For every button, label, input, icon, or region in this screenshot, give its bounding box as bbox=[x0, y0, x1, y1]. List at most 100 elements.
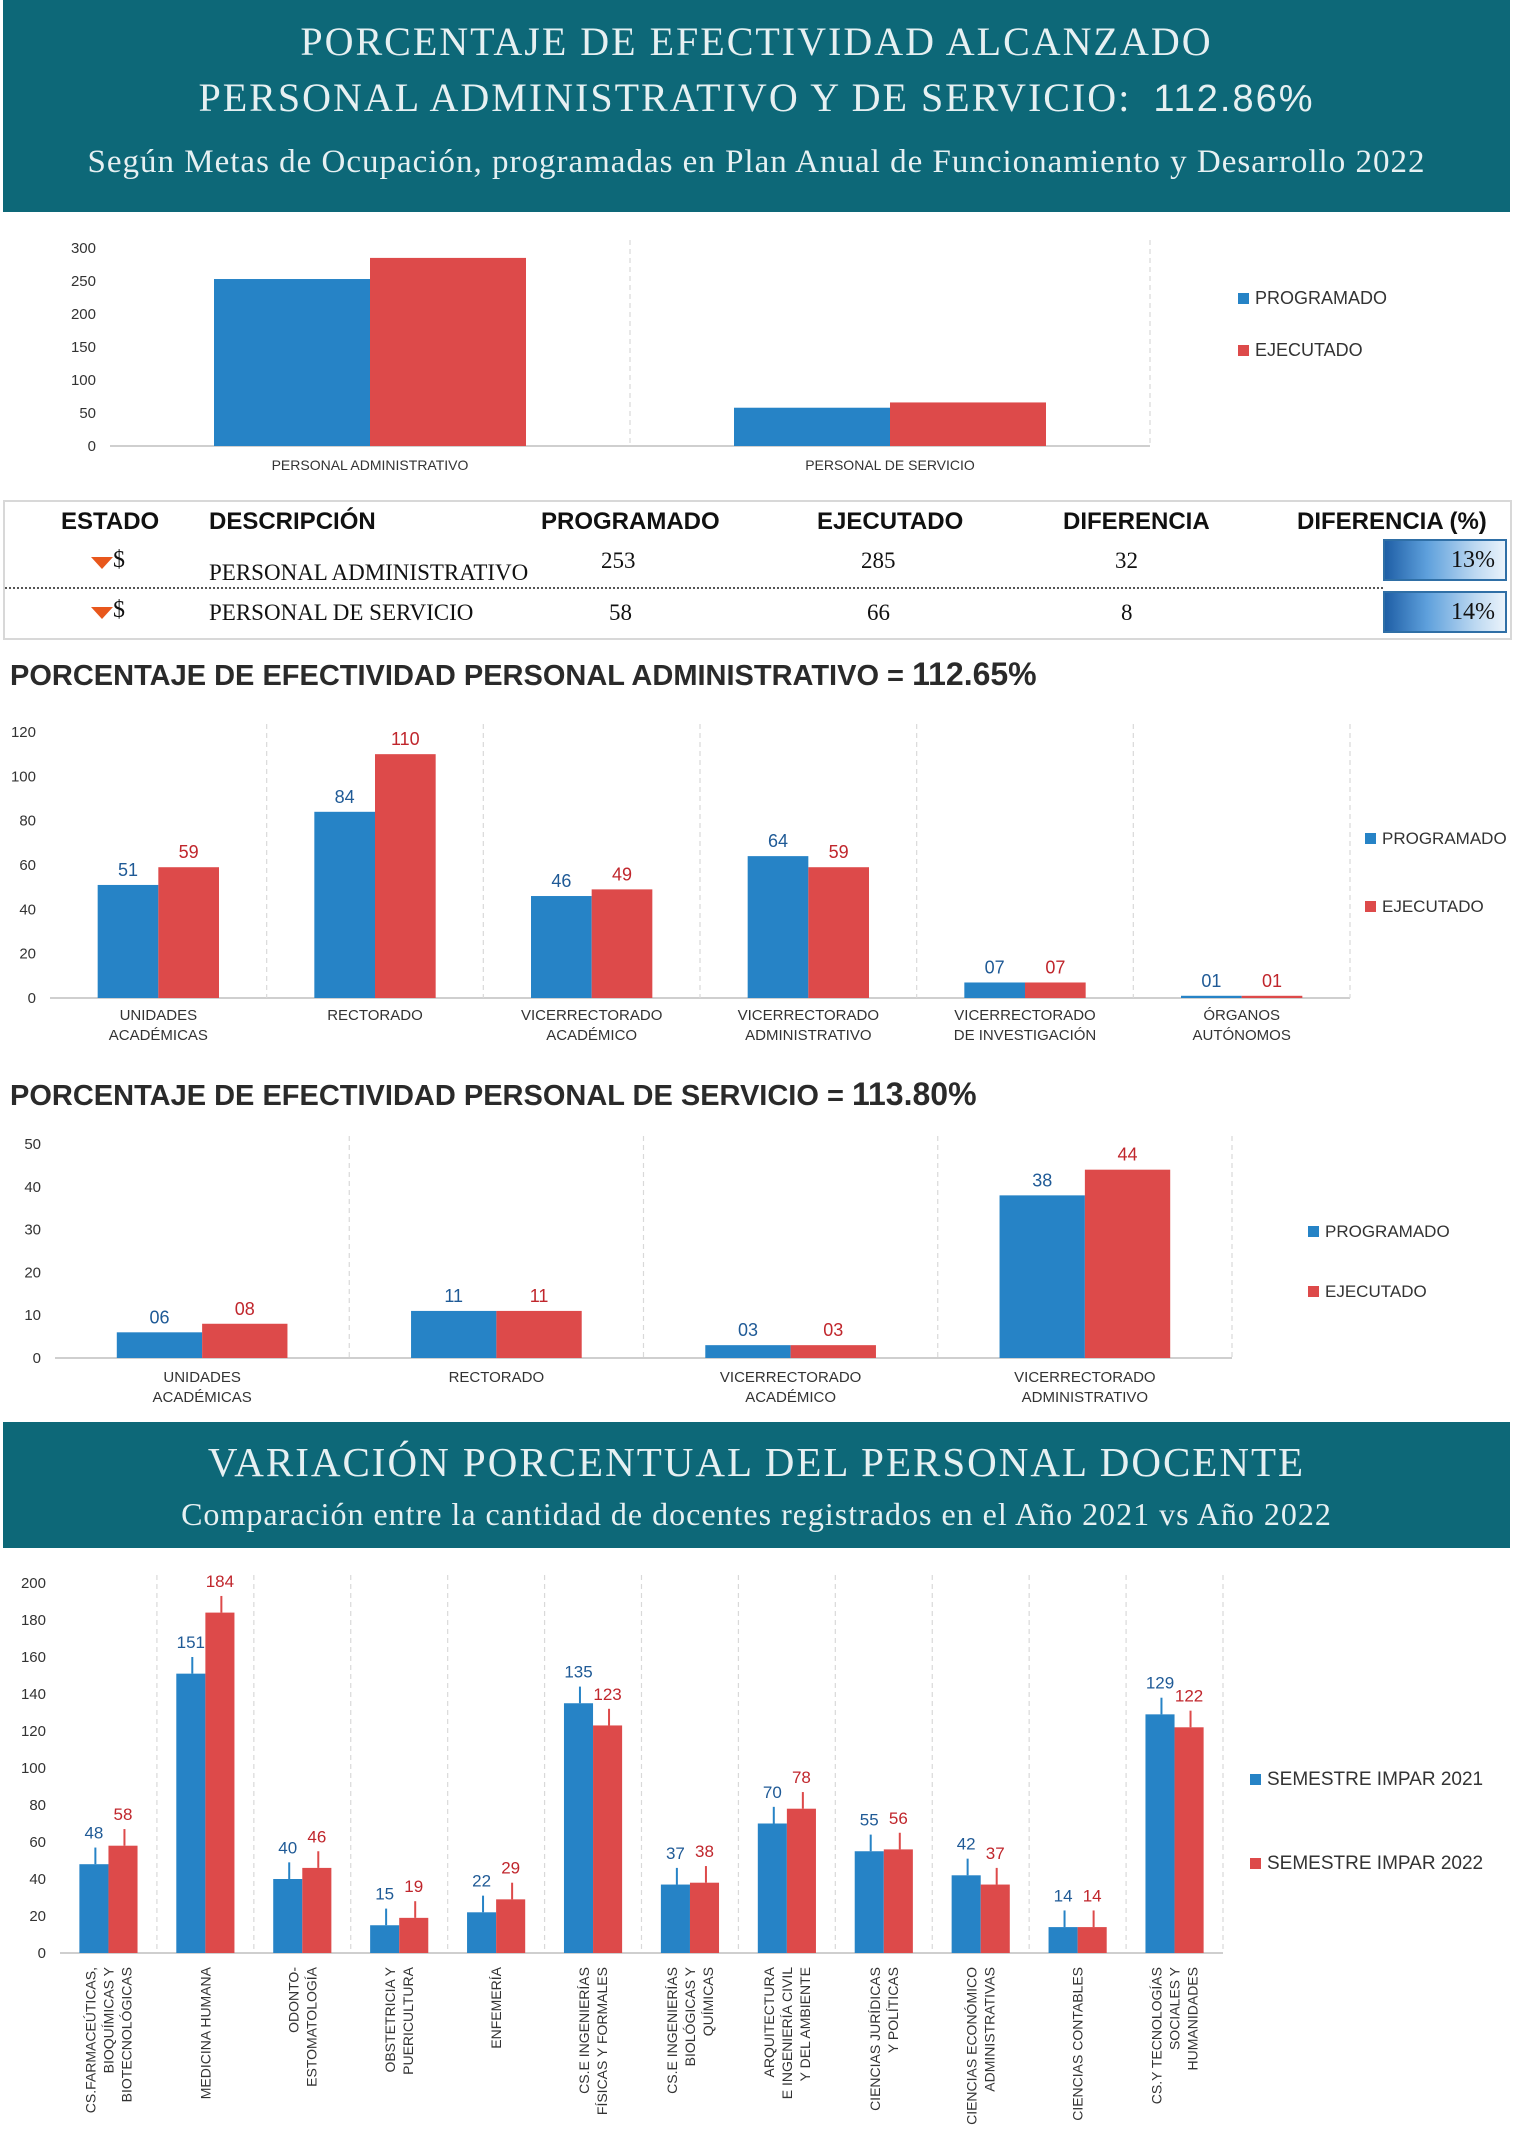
bar-series2 bbox=[883, 1849, 913, 1953]
data-label: 59 bbox=[829, 842, 849, 862]
data-label: 51 bbox=[118, 860, 138, 880]
y-tick-label: 60 bbox=[19, 857, 36, 874]
bar-series1 bbox=[1181, 995, 1242, 998]
section-title-admin-text: PORCENTAJE DE EFECTIVIDAD PERSONAL ADMIN… bbox=[10, 660, 904, 692]
data-label: 03 bbox=[823, 1320, 843, 1340]
category-label: Y POLÍTICAS bbox=[885, 1967, 901, 2053]
y-tick-label: 10 bbox=[24, 1307, 41, 1324]
category-label: ODONTO- bbox=[285, 1967, 301, 2033]
data-label: 55 bbox=[860, 1811, 879, 1830]
banner-total-percentage: 112.86% bbox=[1153, 78, 1315, 120]
data-label: 110 bbox=[391, 729, 420, 749]
section-title-service-text: PORCENTAJE DE EFECTIVIDAD PERSONAL DE SE… bbox=[10, 1080, 844, 1112]
data-label: 37 bbox=[666, 1844, 685, 1863]
bar-series2 bbox=[591, 889, 653, 998]
col-header-diferencia-pct: DIFERENCIA (%) bbox=[1297, 508, 1487, 535]
bar-series2 bbox=[786, 1808, 816, 1953]
bar-series2 bbox=[202, 1323, 288, 1358]
bar-series1 bbox=[734, 407, 890, 446]
y-tick-label: 40 bbox=[29, 1871, 46, 1888]
bar-series2 bbox=[370, 257, 526, 446]
banner-subtitle: Según Metas de Ocupación, programadas en… bbox=[87, 144, 1426, 180]
bar-series1 bbox=[467, 1912, 497, 1953]
ejecutado-cell: 285 bbox=[861, 548, 896, 573]
category-label: CS.E INGENIERÍAS bbox=[664, 1967, 680, 2094]
descripcion-cell: PERSONAL DE SERVICIO bbox=[209, 600, 474, 625]
col-header-programado: PROGRAMADO bbox=[541, 508, 720, 535]
chart-admin-by-unit: 0 20 40 60 80 100 120 51 59 UNIDADES ACADÉMICAS 84 1… bbox=[11, 724, 1507, 1044]
bar-series1 bbox=[531, 896, 592, 998]
bar-series1 bbox=[854, 1851, 884, 1953]
legend-swatch bbox=[1308, 1226, 1319, 1237]
diferencia-pct-cell: 14% bbox=[1383, 591, 1507, 633]
y-tick-label: 120 bbox=[21, 1723, 46, 1740]
category-label: ADMINISTRATIVAS bbox=[982, 1967, 998, 2092]
y-tick-label: 60 bbox=[29, 1834, 46, 1851]
legend-label: PROGRAMADO bbox=[1255, 288, 1387, 308]
estado-cell: $ bbox=[113, 547, 125, 573]
data-label: 44 bbox=[1118, 1145, 1138, 1165]
category-label: PUERICULTURA bbox=[400, 1966, 416, 2075]
bar-series2 bbox=[790, 1345, 876, 1358]
y-tick-label: 0 bbox=[88, 438, 96, 455]
chart-docentes-variation: 0 20 40 60 80 100 120 140 160 180 200 48 58 CS.FARMAC… bbox=[21, 1572, 1483, 2125]
bar-series2 bbox=[1025, 982, 1086, 998]
y-tick-label: 0 bbox=[38, 1945, 46, 1962]
section-title-service: PORCENTAJE DE EFECTIVIDAD PERSONAL DE SE… bbox=[10, 1076, 977, 1113]
legend-label: SEMESTRE IMPAR 2022 bbox=[1267, 1853, 1483, 1874]
row-divider bbox=[5, 587, 1383, 589]
data-label: 08 bbox=[235, 1299, 255, 1319]
section-title-admin-value: 112.65% bbox=[912, 656, 1037, 692]
bar-series1 bbox=[411, 1310, 497, 1358]
bar-series1 bbox=[370, 1925, 400, 1953]
bar-series1 bbox=[176, 1673, 206, 1953]
col-header-ejecutado: EJECUTADO bbox=[817, 508, 964, 535]
data-label: 29 bbox=[501, 1859, 520, 1878]
legend-swatch bbox=[1238, 293, 1249, 304]
bar-series2 bbox=[205, 1612, 235, 1953]
category-label: CS.E INGENIERÍAS bbox=[576, 1967, 592, 2094]
bar-series1 bbox=[964, 982, 1025, 998]
bar-series1 bbox=[116, 1332, 203, 1358]
data-label: 14 bbox=[1083, 1886, 1102, 1905]
category-label: Y DEL AMBIENTE bbox=[797, 1967, 813, 2081]
y-tick-label: 100 bbox=[71, 372, 96, 389]
data-label: 64 bbox=[768, 831, 788, 851]
data-label: 07 bbox=[985, 957, 1005, 977]
category-label: MEDICINA HUMANA bbox=[197, 1966, 213, 2099]
col-header-estado: ESTADO bbox=[61, 508, 160, 535]
category-label: QUÍMICAS bbox=[700, 1967, 716, 2036]
bar-series1 bbox=[660, 1884, 690, 1953]
bar-series2 bbox=[1241, 995, 1303, 998]
y-tick-label: 250 bbox=[71, 273, 96, 290]
category-label: ACADÉMICO bbox=[546, 1027, 637, 1044]
category-label: ADMINISTRATIVO bbox=[1022, 1389, 1148, 1406]
data-label: 03 bbox=[738, 1320, 758, 1340]
bar-series2 bbox=[689, 1882, 720, 1953]
data-label: 11 bbox=[444, 1286, 463, 1306]
chart-service-by-unit: 0 10 20 30 40 50 06 08 UNIDADES ACADÉMICAS 11 11 REC… bbox=[24, 1136, 1450, 1406]
legend-swatch bbox=[1308, 1286, 1319, 1297]
diferencia-cell: 8 bbox=[1121, 600, 1133, 625]
data-label: 56 bbox=[889, 1809, 908, 1828]
y-tick-label: 40 bbox=[19, 901, 36, 918]
data-label: 58 bbox=[114, 1805, 133, 1824]
section-title-service-value: 113.80% bbox=[851, 1076, 977, 1112]
bar-series2 bbox=[890, 402, 1046, 446]
category-label: FÍSICAS Y FORMALES bbox=[594, 1967, 610, 2115]
bar-series1 bbox=[951, 1875, 981, 1953]
data-label: 40 bbox=[278, 1838, 297, 1857]
category-label: ACADÉMICO bbox=[745, 1389, 836, 1406]
banner-title-line1: PORCENTAJE DE EFECTIVIDAD ALCANZADO bbox=[300, 19, 1213, 64]
y-tick-label: 150 bbox=[71, 339, 96, 356]
y-tick-label: 0 bbox=[33, 1350, 41, 1367]
data-label: 37 bbox=[986, 1844, 1005, 1863]
data-label: 07 bbox=[1045, 957, 1065, 977]
bar-series1 bbox=[757, 1823, 787, 1953]
legend-swatch bbox=[1365, 901, 1376, 912]
category-label: UNIDADES bbox=[120, 1007, 198, 1024]
down-triangle-icon bbox=[91, 607, 113, 619]
banner-title-line2-text: PERSONAL ADMINISTRATIVO Y DE SERVICIO: bbox=[198, 75, 1132, 120]
data-label: 01 bbox=[1201, 971, 1221, 991]
data-label: 22 bbox=[472, 1872, 491, 1891]
